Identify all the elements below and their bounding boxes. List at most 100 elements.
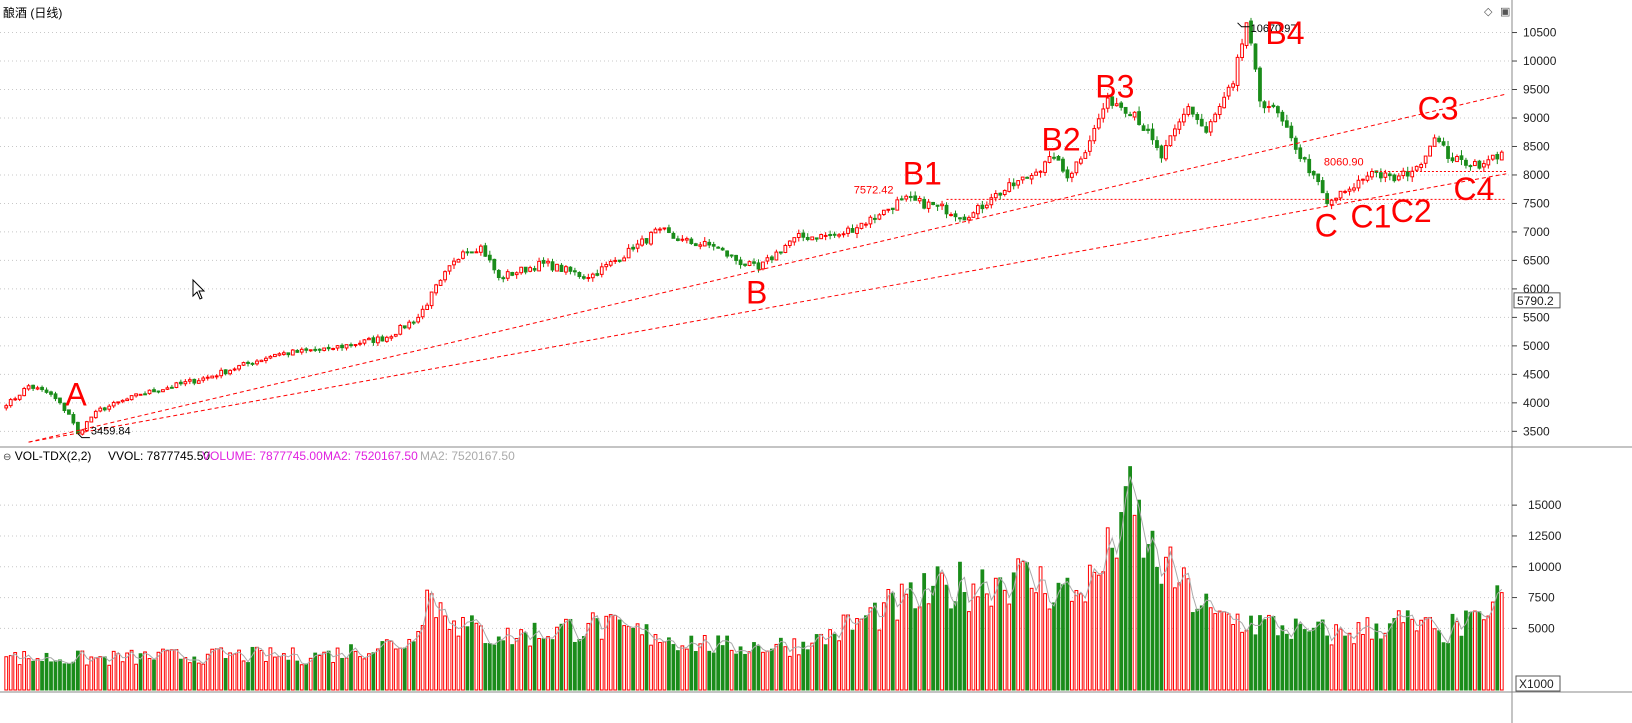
candle-body bbox=[734, 254, 738, 261]
candle-body bbox=[1311, 170, 1316, 176]
volume-bar bbox=[667, 637, 671, 691]
candle-body bbox=[443, 271, 447, 281]
volume-bar bbox=[864, 615, 868, 691]
volume-bar bbox=[98, 656, 103, 691]
volume-bar bbox=[1356, 622, 1361, 691]
price-extreme-pointer bbox=[1237, 22, 1250, 28]
volume-bar bbox=[1423, 617, 1428, 691]
candle-body bbox=[1419, 163, 1424, 168]
candle-body bbox=[684, 238, 689, 241]
volume-unit-label: X1000 bbox=[1519, 677, 1554, 691]
volume-bar bbox=[389, 640, 394, 691]
candle-body bbox=[599, 266, 604, 275]
volume-bar bbox=[1307, 631, 1312, 691]
volume-bar bbox=[170, 649, 174, 691]
candle-body bbox=[223, 369, 228, 375]
volume-bar bbox=[470, 615, 474, 691]
volume-bar bbox=[599, 638, 604, 691]
volume-bar bbox=[796, 654, 801, 691]
volume-bar bbox=[443, 615, 447, 691]
candle-body bbox=[922, 198, 927, 209]
volume-bar bbox=[277, 655, 282, 691]
candle-body bbox=[1132, 111, 1137, 118]
candle-body bbox=[429, 291, 434, 307]
volume-bar bbox=[917, 606, 922, 691]
volume-bar bbox=[362, 658, 367, 691]
candle-body bbox=[581, 276, 586, 279]
volume-bar bbox=[944, 584, 949, 691]
volume-bar bbox=[931, 585, 935, 691]
volume-bar bbox=[1468, 611, 1473, 691]
candle-body bbox=[1146, 128, 1150, 131]
candle-body bbox=[1249, 20, 1253, 44]
volume-bar bbox=[120, 661, 125, 691]
volume-bar bbox=[998, 577, 1003, 691]
volume-bar bbox=[1190, 612, 1195, 691]
volume-bar bbox=[743, 653, 747, 691]
candle-body bbox=[1065, 169, 1070, 179]
price-level-label: 8060.90 bbox=[1324, 156, 1364, 168]
volume-bar bbox=[35, 658, 40, 691]
candle-body bbox=[1029, 175, 1034, 180]
volume-bar bbox=[1275, 635, 1280, 691]
vol-indicator-name: ⊖ VOL-TDX(2,2) bbox=[3, 449, 91, 463]
candle-body bbox=[483, 245, 488, 257]
candle-body bbox=[519, 266, 524, 274]
candle-body bbox=[514, 272, 519, 276]
volume-bar bbox=[1146, 544, 1150, 691]
candle-body bbox=[752, 261, 756, 264]
volume-bar bbox=[147, 658, 152, 691]
volume-bar bbox=[1240, 631, 1244, 691]
volume-bar bbox=[711, 652, 716, 691]
candle-body bbox=[958, 217, 962, 220]
volume-bar bbox=[156, 651, 161, 691]
candle-body bbox=[308, 349, 313, 352]
volume-bar bbox=[340, 657, 344, 691]
candle-body bbox=[725, 250, 730, 257]
candle-body bbox=[837, 234, 841, 237]
candle-body bbox=[465, 251, 470, 254]
vol-expand-icon[interactable]: ⊖ bbox=[3, 452, 12, 463]
candle-body bbox=[711, 244, 716, 247]
candle-body bbox=[1074, 161, 1079, 174]
candle-body bbox=[577, 272, 582, 277]
candle-body bbox=[1320, 180, 1325, 194]
candle-body bbox=[1101, 108, 1106, 119]
candle-body bbox=[1253, 43, 1258, 70]
price-tick-label: 8000 bbox=[1523, 168, 1550, 182]
candle-body bbox=[1002, 189, 1007, 195]
volume-bar bbox=[1329, 644, 1334, 691]
candle-body bbox=[1473, 160, 1477, 167]
volume-bar bbox=[40, 661, 44, 691]
volume-bar bbox=[850, 629, 855, 691]
volume-bar bbox=[80, 650, 85, 691]
volume-bar bbox=[255, 646, 259, 691]
candle-body bbox=[335, 345, 340, 349]
volume-bar bbox=[644, 624, 649, 691]
candle-body bbox=[1370, 170, 1374, 178]
candle-body bbox=[868, 216, 873, 225]
candle-body bbox=[505, 271, 510, 279]
volume-bar bbox=[281, 653, 286, 691]
volume-bar bbox=[259, 649, 264, 691]
candle-body bbox=[67, 409, 71, 415]
volume-bar bbox=[890, 592, 895, 691]
volume-bar bbox=[290, 647, 295, 691]
candle-body bbox=[998, 192, 1003, 196]
candle-body bbox=[1222, 96, 1227, 109]
volume-bar bbox=[707, 650, 712, 691]
volume-bar bbox=[223, 658, 228, 691]
window-icon[interactable]: ▣ bbox=[1500, 6, 1511, 18]
volume-bar bbox=[805, 649, 810, 691]
volume-bar bbox=[940, 572, 944, 691]
candle-body bbox=[770, 256, 774, 261]
candle-body bbox=[165, 387, 170, 390]
candle-body bbox=[608, 261, 613, 266]
candle-body bbox=[1405, 171, 1410, 177]
candle-body bbox=[425, 304, 430, 311]
candle-body bbox=[1410, 170, 1415, 178]
trend-line bbox=[28, 93, 1507, 443]
candle-body bbox=[1137, 111, 1141, 125]
diamond-icon[interactable]: ◇ bbox=[1484, 6, 1493, 18]
